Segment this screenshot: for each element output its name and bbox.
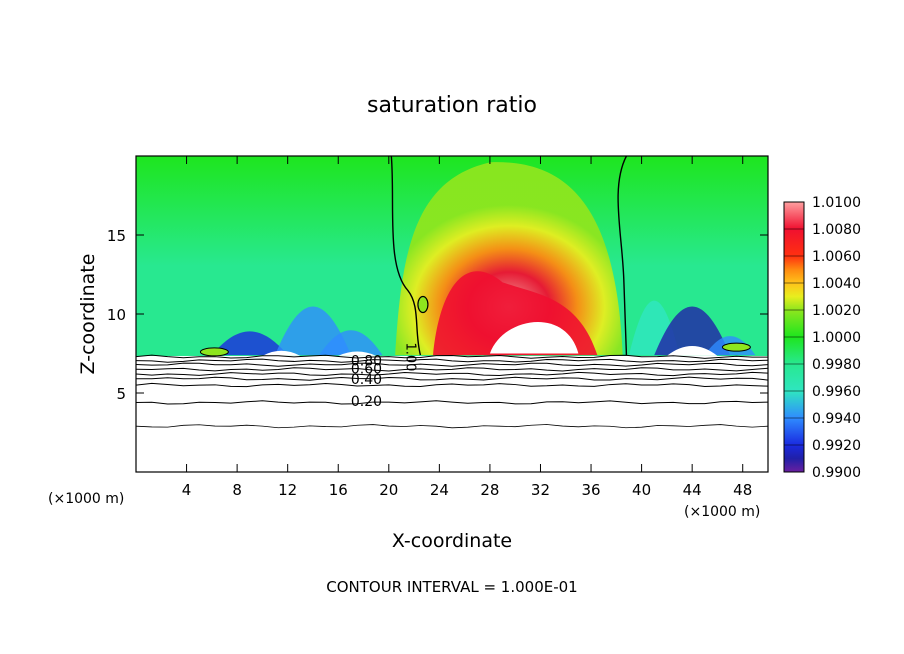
contour-interval-note: CONTOUR INTERVAL = 1.000E-01: [326, 578, 577, 596]
contour-1-00-island: [417, 295, 429, 314]
y-axis-ticks: 5 10 15: [107, 227, 768, 403]
colorbar-label: 0.9940: [812, 411, 861, 427]
plot-area: 1.00 0.800.600.40 0.20: [136, 156, 768, 472]
x-unit-label-left: (×1000 m): [48, 491, 124, 507]
saturated-island: [199, 347, 229, 357]
x-tick-label: 8: [232, 481, 242, 499]
colorbar-label: 0.9900: [812, 465, 861, 481]
contour-label: 0.20: [351, 394, 382, 410]
colorbar: 1.0100 1.0080 1.0060 1.0040 1.0020 1.0000 0.99…: [783, 195, 861, 481]
x-axis-label: X-coordinate: [392, 530, 512, 552]
y-tick-label: 5: [116, 385, 126, 403]
colorbar-labels: 1.0100 1.0080 1.0060 1.0040 1.0020 1.0000 0.99…: [784, 195, 861, 481]
colorbar-label: 1.0040: [812, 276, 861, 292]
chart-title: saturation ratio: [367, 93, 537, 118]
x-tick-label: 24: [430, 481, 449, 499]
colorbar-label: 0.9980: [812, 357, 861, 373]
contour-lines: 1.00 0.800.600.40 0.20: [136, 156, 768, 429]
colorbar-label: 1.0000: [812, 330, 861, 346]
subsaturated-streak: [654, 306, 731, 356]
x-axis-ticks: 4 8 12 16 20 24 28 32 36 40 44 48: [182, 156, 752, 499]
x-unit-label-right: (×1000 m): [684, 504, 760, 520]
contour-line: [136, 367, 768, 372]
x-tick-label: 32: [531, 481, 550, 499]
y-tick-label: 15: [107, 227, 126, 245]
contour-line: [136, 400, 768, 405]
x-tick-label: 36: [581, 481, 600, 499]
contour-1-00-left: [390, 156, 422, 356]
surface-patch: [666, 345, 718, 356]
subsaturated-streak: [319, 330, 383, 356]
x-tick-label: 4: [182, 481, 192, 499]
heatmap-features: [199, 162, 756, 357]
contour-label: 0.60: [351, 362, 382, 378]
colorbar-label: 1.0060: [812, 249, 861, 265]
plume-cap: [489, 321, 579, 354]
contour-line: [136, 376, 768, 381]
y-tick-label: 10: [107, 306, 126, 324]
x-tick-label: 12: [278, 481, 297, 499]
contour-label: 0.40: [351, 372, 382, 388]
subsaturated-streak: [211, 331, 288, 356]
surface-patch: [338, 351, 377, 356]
y-axis-label: Z-coordinate: [77, 254, 99, 375]
contour-line: [136, 424, 768, 429]
x-tick-label: 16: [329, 481, 348, 499]
x-tick-label: 40: [632, 481, 651, 499]
contour-label-1-00: 1.00: [402, 342, 417, 371]
contour-line: [136, 371, 768, 377]
colorbar-label: 0.9960: [812, 384, 861, 400]
contour-line: [136, 382, 768, 388]
saturated-island: [721, 342, 751, 352]
contour-line: [136, 354, 768, 359]
colorbar-label: 1.0100: [812, 195, 861, 211]
colorbar-label: 1.0080: [812, 222, 861, 238]
x-tick-label: 28: [480, 481, 499, 499]
contour-line: [136, 362, 768, 367]
surface-patch: [262, 350, 301, 356]
contour-label: 0.80: [351, 354, 382, 370]
contour-1-00-right: [617, 156, 628, 356]
colorbar-label: 0.9920: [812, 438, 861, 454]
x-tick-label: 20: [379, 481, 398, 499]
contour-line: [136, 358, 768, 363]
x-tick-label: 48: [733, 481, 752, 499]
x-tick-label: 44: [683, 481, 702, 499]
colorbar-label: 1.0020: [812, 303, 861, 319]
